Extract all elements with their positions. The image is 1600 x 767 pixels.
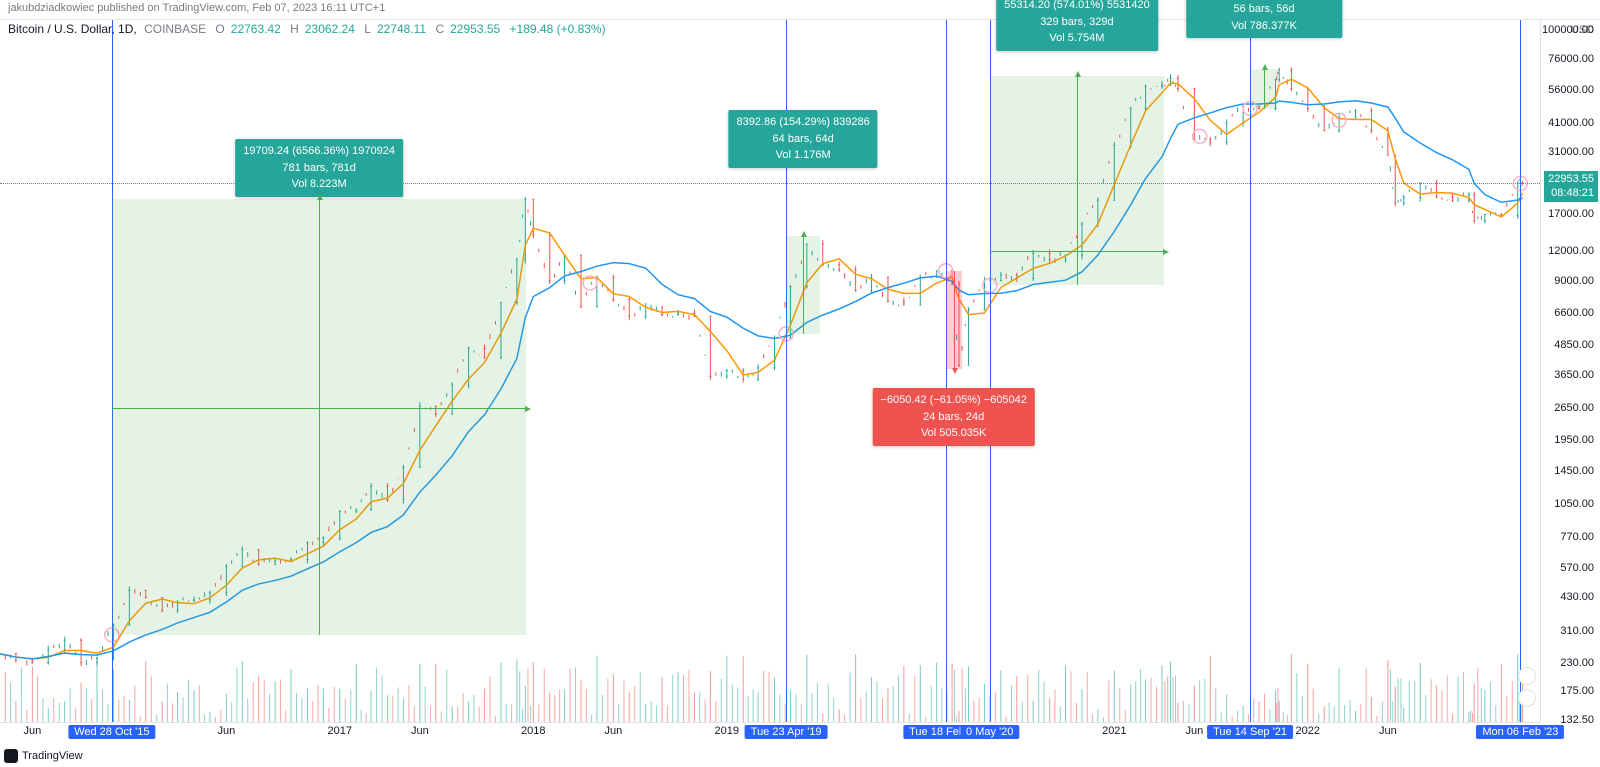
y-tick: 1950.00	[1554, 434, 1594, 446]
footer: TradingView	[4, 749, 83, 763]
exchange: COINBASE	[144, 22, 206, 36]
x-tick: Jun	[604, 725, 622, 737]
publish-header: jakubdziadkowiec published on TradingVie…	[0, 0, 1600, 20]
measure-label[interactable]: 21557.20 (45.40%) 215572056 bars, 56dVol…	[1186, 0, 1341, 38]
chart-tool-icons	[1518, 667, 1536, 707]
y-tick: 12000.00	[1548, 245, 1594, 257]
x-tick: 2022	[1296, 725, 1320, 737]
x-tick: Jun	[1185, 725, 1203, 737]
measure-harrow	[990, 251, 1164, 252]
brand-text[interactable]: TradingView	[22, 750, 83, 762]
y-tick: 6600.00	[1554, 307, 1594, 319]
marker-vline[interactable]	[1250, 20, 1251, 722]
y-tick: 175.00	[1560, 685, 1594, 697]
x-tick: 2017	[328, 725, 352, 737]
y-tick: 41000.00	[1548, 117, 1594, 129]
y-tick: 9000.00	[1554, 275, 1594, 287]
x-tick-highlight: Tue 23 Apr '19	[745, 725, 828, 739]
y-tick: 310.00	[1560, 625, 1594, 637]
y-tick: 3650.00	[1554, 369, 1594, 381]
y-tick: 770.00	[1560, 531, 1594, 543]
y-tick: 4850.00	[1554, 339, 1594, 351]
measure-arrow	[1264, 69, 1265, 108]
x-tick-highlight: Wed 28 Oct '15	[68, 725, 155, 739]
chart-area[interactable]: 19709.24 (6566.36%) 1970924781 bars, 781…	[0, 20, 1540, 722]
x-tick: 2019	[715, 725, 739, 737]
y-tick: 31000.00	[1548, 146, 1594, 158]
x-tick: 2021	[1102, 725, 1126, 737]
y-tick: 2650.00	[1554, 402, 1594, 414]
x-tick: Jun	[1379, 725, 1397, 737]
measure-arrow	[954, 271, 955, 369]
last-price-badge: 22953.5508:48:21	[1544, 171, 1598, 202]
y-axis[interactable]: USD 100000.0076000.0056000.0041000.00310…	[1540, 20, 1600, 722]
y-tick: 230.00	[1560, 657, 1594, 669]
measure-label[interactable]: 55314.20 (574.01%) 5531420329 bars, 329d…	[996, 0, 1158, 51]
y-tick: 100000.00	[1542, 24, 1594, 36]
ohlc: O22763.42 H23062.24 L22748.11 C22953.55 …	[209, 22, 605, 36]
y-tick: 1450.00	[1554, 465, 1594, 477]
last-price-line	[0, 183, 1540, 184]
y-tick: 430.00	[1560, 591, 1594, 603]
settings-icon[interactable]	[1518, 689, 1536, 707]
y-tick: 56000.00	[1548, 84, 1594, 96]
y-tick: 132.50	[1560, 714, 1594, 726]
x-tick-highlight: Mon 06 Feb '23	[1476, 725, 1564, 739]
y-tick: 17000.00	[1548, 208, 1594, 220]
measure-label[interactable]: 19709.24 (6566.36%) 1970924781 bars, 781…	[235, 139, 403, 197]
tradingview-logo-icon[interactable]	[4, 749, 18, 763]
symbol[interactable]: Bitcoin / U.S. Dollar, 1D,	[8, 22, 137, 36]
reset-icon[interactable]	[1518, 667, 1536, 685]
marker-vline[interactable]	[1520, 20, 1521, 722]
symbol-info: Bitcoin / U.S. Dollar, 1D, COINBASE O227…	[8, 22, 606, 36]
publish-text: jakubdziadkowiec published on TradingVie…	[8, 2, 385, 14]
x-tick-highlight: 0 May '20	[960, 725, 1019, 739]
x-tick: Jun	[411, 725, 429, 737]
measure-arrow	[1077, 76, 1078, 285]
measure-harrow	[112, 408, 526, 409]
y-tick: 570.00	[1560, 562, 1594, 574]
marker-vline[interactable]	[946, 20, 947, 722]
y-tick: 76000.00	[1548, 53, 1594, 65]
x-tick-highlight: Tue 14 Sep '21	[1207, 725, 1293, 739]
x-tick: 2018	[521, 725, 545, 737]
measure-arrow	[319, 199, 320, 635]
measure-arrow	[803, 236, 804, 334]
x-tick: Jun	[217, 725, 235, 737]
x-tick: Jun	[23, 725, 41, 737]
measure-label[interactable]: 8392.86 (154.29%) 83928664 bars, 64dVol …	[728, 110, 877, 168]
measure-label[interactable]: −6050.42 (−61.05%) −60504224 bars, 24dVo…	[872, 388, 1035, 446]
y-tick: 1050.00	[1554, 498, 1594, 510]
x-axis[interactable]: Jun Wed 28 Oct '15 Jun 2017 Jun 2018 Jun 2019 Tu…	[0, 722, 1540, 742]
